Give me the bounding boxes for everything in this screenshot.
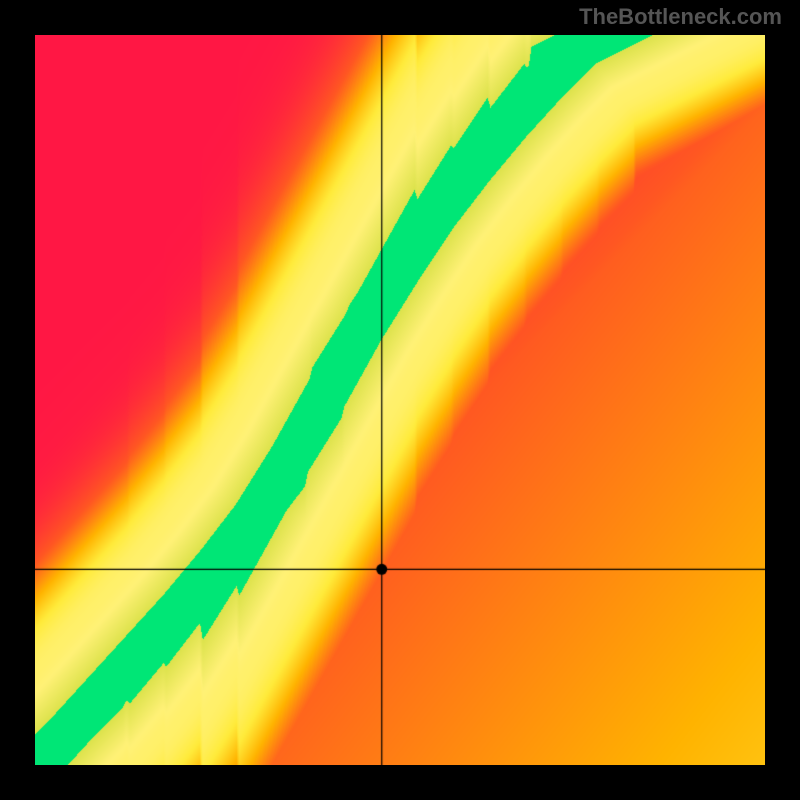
watermark-text: TheBottleneck.com bbox=[579, 4, 782, 30]
heatmap-canvas bbox=[35, 35, 765, 765]
heatmap-plot-area bbox=[35, 35, 765, 765]
